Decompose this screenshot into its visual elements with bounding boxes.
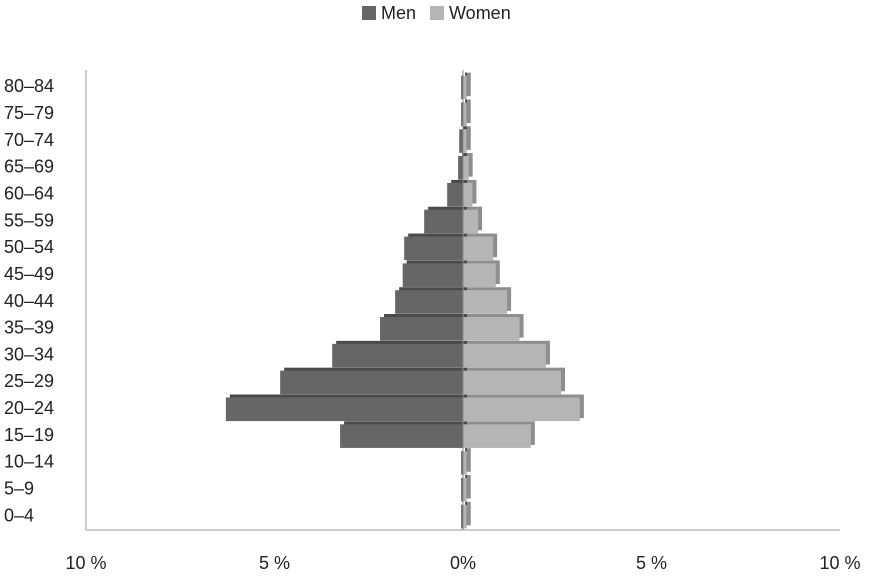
bar bbox=[424, 209, 463, 234]
bar bbox=[404, 236, 463, 261]
y-tick-label: 65–69 bbox=[4, 157, 54, 177]
bar bbox=[461, 102, 463, 127]
legend-label: Women bbox=[449, 3, 511, 23]
bar bbox=[463, 343, 546, 368]
y-tick-label: 25–29 bbox=[4, 371, 54, 391]
y-tick-label: 20–24 bbox=[4, 398, 54, 418]
bar bbox=[461, 504, 463, 529]
y-tick-label: 80–84 bbox=[4, 76, 54, 96]
y-tick-label: 40–44 bbox=[4, 291, 54, 311]
bar bbox=[463, 397, 580, 422]
bar bbox=[463, 75, 467, 100]
bar-depth bbox=[467, 72, 471, 97]
bar bbox=[447, 182, 463, 207]
bar bbox=[463, 370, 562, 395]
x-tick-label: 5 % bbox=[259, 553, 290, 573]
bar bbox=[461, 477, 463, 502]
y-tick-label: 70–74 bbox=[4, 130, 54, 150]
bar bbox=[458, 156, 463, 180]
y-tick-label: 5–9 bbox=[4, 479, 34, 499]
y-tick-label: 60–64 bbox=[4, 183, 54, 203]
y-tick-label: 50–54 bbox=[4, 237, 54, 257]
bar bbox=[463, 236, 494, 261]
legend-label: Men bbox=[381, 3, 416, 23]
bar bbox=[280, 370, 463, 395]
bar bbox=[463, 102, 467, 127]
bar bbox=[463, 209, 479, 234]
bar bbox=[463, 424, 531, 448]
x-tick-label: 0% bbox=[450, 553, 476, 573]
y-tick-label: 30–34 bbox=[4, 344, 54, 364]
bar bbox=[463, 156, 469, 180]
y-tick-label: 0–4 bbox=[4, 505, 34, 525]
y-tick-label: 45–49 bbox=[4, 264, 54, 284]
bar bbox=[463, 451, 467, 475]
bar-depth bbox=[467, 126, 471, 150]
bar bbox=[225, 397, 463, 422]
legend-swatch bbox=[362, 6, 376, 20]
bar bbox=[463, 477, 467, 502]
bar-depth bbox=[467, 99, 471, 124]
bar bbox=[463, 263, 496, 287]
y-tick-label: 10–14 bbox=[4, 452, 54, 472]
y-tick-label: 35–39 bbox=[4, 318, 54, 338]
y-tick-label: 55–59 bbox=[4, 210, 54, 230]
bar-depth bbox=[467, 501, 471, 526]
bar bbox=[461, 75, 463, 100]
bar-depth bbox=[467, 474, 471, 499]
bar-depth bbox=[467, 448, 471, 472]
x-tick-label: 10 % bbox=[65, 553, 106, 573]
y-tick-label: 75–79 bbox=[4, 103, 54, 123]
bar bbox=[463, 290, 508, 314]
bar bbox=[395, 290, 463, 314]
bar bbox=[380, 317, 463, 341]
bar bbox=[463, 182, 473, 207]
bar bbox=[459, 129, 463, 153]
bar bbox=[463, 129, 467, 153]
bar bbox=[463, 317, 520, 341]
x-tick-label: 10 % bbox=[819, 553, 860, 573]
bar bbox=[461, 451, 463, 475]
y-tick-label: 15–19 bbox=[4, 425, 54, 445]
legend-swatch bbox=[430, 6, 445, 20]
bar bbox=[463, 504, 467, 529]
bar bbox=[332, 343, 463, 368]
x-tick-label: 5 % bbox=[636, 553, 667, 573]
bar bbox=[340, 424, 463, 448]
bar bbox=[402, 263, 463, 287]
bar-depth bbox=[467, 153, 473, 177]
